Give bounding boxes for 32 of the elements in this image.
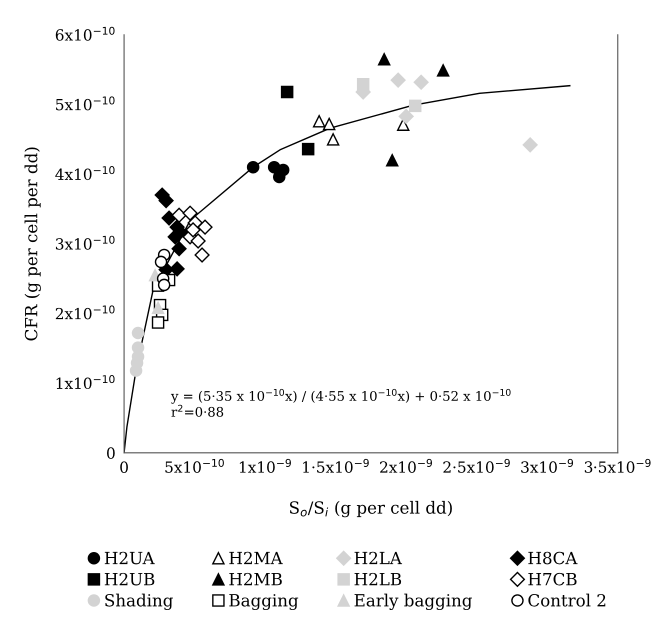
legend-label: H2MA (229, 552, 283, 564)
x-tick-label: 3x10$^{−9}$ (521, 458, 574, 473)
legend-label: H8CA (528, 552, 578, 564)
legend-label: H7CB (528, 572, 577, 586)
legend-label: H2UA (104, 552, 155, 564)
y-tick-label: 6x10$^{−10}$ (56, 26, 115, 41)
legend-label: H2UB (104, 572, 154, 586)
legend-label: H2MB (229, 572, 282, 586)
y-tick-label: 3x10$^{−10}$ (56, 236, 115, 250)
x-tick-label: 0 (120, 461, 128, 473)
y-tick-label: 0 (107, 447, 115, 459)
x-tick-label: 3·5x10$^{−9}$ (584, 458, 651, 473)
y-axis-title: CFR (g per cell per dd) (24, 148, 41, 340)
annotation: r$^{2}$=0·88 (171, 404, 224, 417)
line-series (124, 84, 570, 453)
annotation: y = (5·35 x 10$^{−10}$x) / (4·55 x 10$^{−10}$x) + 0·52 x 10$^{−10}$ (170, 388, 511, 404)
x-tick-label: 1·5x10$^{−9}$ (303, 458, 369, 473)
y-tick-label: 2x10$^{−10}$ (56, 305, 115, 320)
legend-label: Bagging (229, 594, 298, 610)
x-tick-label: 5x10$^{−10}$ (165, 458, 224, 473)
legend-label: Control 2 (528, 594, 606, 607)
y-tick-label: 5x10$^{−10}$ (56, 96, 115, 110)
x-tick-label: 2x10$^{−9}$ (380, 458, 432, 473)
legend-label: Shading (105, 594, 173, 610)
legend-label: H2LA (354, 552, 402, 564)
y-tick-label: 4x10$^{−10}$ (55, 166, 115, 180)
x-tick-label: 1x10$^{−9}$ (240, 458, 291, 473)
x-axis-title: S$_{o}$/S$_{i}$ (g per cell dd) (290, 500, 452, 518)
legend-label: H2LB (354, 572, 402, 586)
x-tick-label: 2·5x10$^{−9}$ (443, 458, 510, 473)
y-tick-label: 1x10$^{−10}$ (56, 375, 115, 390)
legend-label: Early bagging (354, 594, 472, 610)
